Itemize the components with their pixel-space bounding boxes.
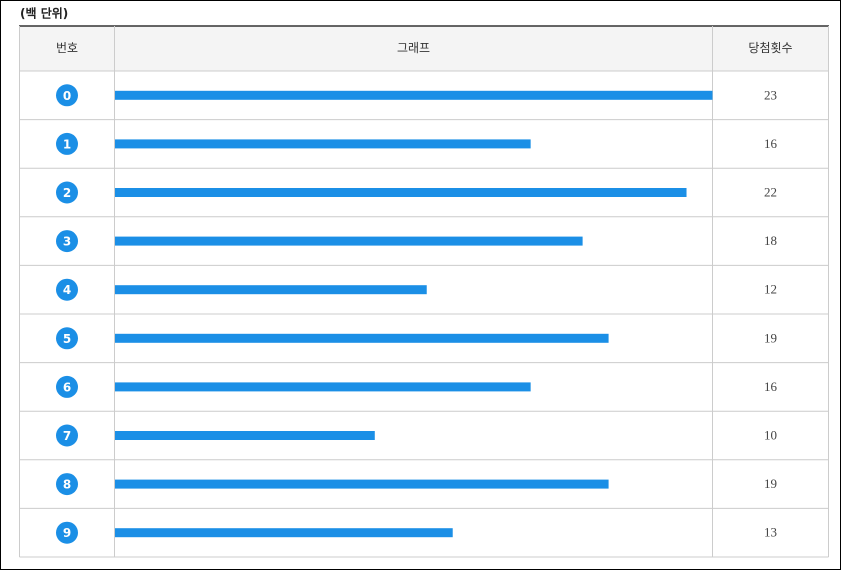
count: 10 [764,427,777,442]
count: 12 [764,282,777,297]
number-badge [56,132,78,155]
header-bg [19,26,829,71]
bar [115,188,687,197]
number-badge [56,375,78,398]
column-header: 당첨횟수 [748,41,792,55]
column-header: 그래프 [397,41,430,55]
row-number: 7 [63,429,71,443]
bar [115,431,375,440]
bar [115,236,583,246]
unit-note: (백 단위) [20,6,68,21]
number-badge [56,181,78,204]
number-badge [56,473,78,496]
count: 16 [764,136,778,151]
number-badge [56,230,78,253]
bar [115,139,531,149]
row-number: 2 [63,186,71,200]
count: 19 [764,476,777,491]
row-number: 3 [63,235,71,249]
bar [115,528,453,538]
row-number: 5 [63,332,71,346]
count: 19 [764,330,777,345]
row-number: 0 [63,89,71,103]
count: 13 [764,525,777,540]
row-number: 4 [63,283,71,297]
bar [115,90,713,100]
bar [115,333,609,343]
number-badge [56,84,78,107]
count: 18 [764,233,777,248]
bar [115,382,531,392]
count: 16 [764,379,778,394]
column-header: 번호 [56,41,78,55]
row-number: 6 [63,380,71,394]
row-number: 9 [63,526,71,540]
bar [115,285,427,295]
number-badge [56,521,78,544]
row-number: 8 [63,478,71,492]
number-badge [56,327,78,350]
count: 22 [764,184,777,199]
number-badge [56,278,78,301]
count: 23 [764,87,777,102]
bar [115,479,609,489]
number-badge [56,424,78,447]
row-number: 1 [63,137,71,151]
